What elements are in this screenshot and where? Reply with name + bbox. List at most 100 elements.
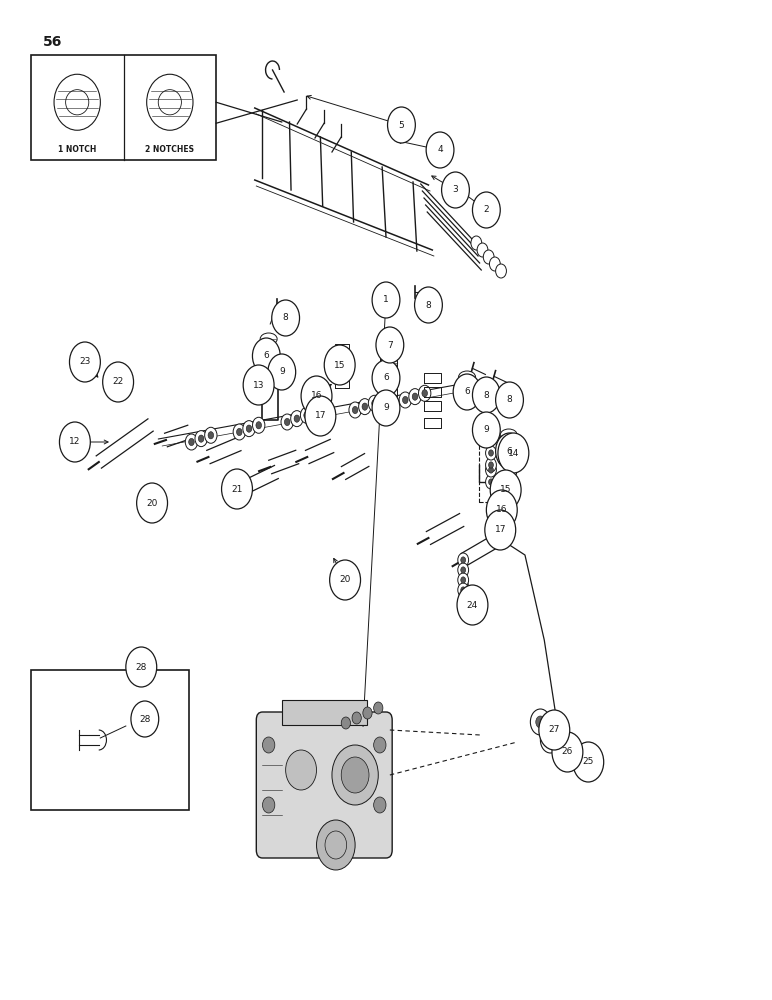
Circle shape — [268, 354, 296, 390]
Circle shape — [69, 342, 100, 382]
Circle shape — [262, 797, 275, 813]
Circle shape — [281, 414, 293, 430]
Circle shape — [362, 403, 367, 410]
Circle shape — [486, 458, 496, 472]
Text: 17: 17 — [315, 412, 326, 420]
Circle shape — [461, 587, 466, 593]
Circle shape — [131, 701, 159, 737]
Text: 16: 16 — [311, 391, 322, 400]
Circle shape — [539, 710, 570, 750]
Circle shape — [205, 427, 217, 443]
Text: 17: 17 — [495, 526, 506, 534]
Circle shape — [352, 406, 358, 414]
Circle shape — [426, 132, 454, 168]
Circle shape — [368, 395, 381, 411]
Text: 7: 7 — [387, 340, 393, 350]
Text: 2 NOTCHES: 2 NOTCHES — [145, 145, 195, 154]
Circle shape — [137, 483, 168, 523]
Text: 5: 5 — [398, 120, 405, 129]
Circle shape — [472, 192, 500, 228]
Bar — [31, 670, 189, 810]
Circle shape — [412, 393, 418, 400]
Text: 6: 6 — [464, 387, 470, 396]
Text: 9: 9 — [483, 426, 489, 434]
Circle shape — [461, 567, 466, 573]
Circle shape — [461, 557, 466, 563]
Circle shape — [402, 396, 408, 404]
Text: 24: 24 — [467, 600, 478, 609]
Circle shape — [374, 797, 386, 813]
Circle shape — [489, 257, 500, 271]
Circle shape — [262, 737, 275, 753]
Circle shape — [486, 446, 496, 460]
Circle shape — [188, 438, 195, 446]
Circle shape — [372, 360, 400, 396]
Text: 27: 27 — [549, 726, 560, 734]
Circle shape — [453, 374, 481, 410]
Circle shape — [530, 709, 550, 735]
Text: 8: 8 — [506, 395, 513, 404]
Text: 12: 12 — [69, 438, 80, 446]
Text: 15: 15 — [500, 486, 511, 494]
Circle shape — [324, 345, 355, 385]
Circle shape — [471, 236, 482, 250]
Circle shape — [496, 264, 506, 278]
Circle shape — [352, 712, 361, 724]
Circle shape — [349, 402, 361, 418]
Text: 20: 20 — [340, 576, 350, 584]
Circle shape — [208, 432, 214, 439]
Circle shape — [536, 716, 545, 728]
Text: 8: 8 — [283, 314, 289, 322]
Text: 26: 26 — [562, 748, 573, 756]
Circle shape — [399, 392, 411, 408]
Ellipse shape — [381, 357, 398, 369]
Circle shape — [252, 338, 280, 374]
Ellipse shape — [147, 74, 193, 130]
Circle shape — [472, 412, 500, 448]
Circle shape — [317, 820, 355, 870]
Text: 4: 4 — [437, 145, 443, 154]
Circle shape — [546, 734, 555, 746]
Text: 56: 56 — [42, 35, 62, 49]
Circle shape — [540, 727, 560, 753]
Circle shape — [477, 243, 488, 257]
Circle shape — [418, 385, 431, 401]
Text: 28: 28 — [139, 714, 151, 724]
Text: 1: 1 — [383, 296, 389, 304]
Circle shape — [486, 475, 496, 489]
Circle shape — [198, 435, 204, 442]
Circle shape — [555, 731, 564, 743]
Text: 20: 20 — [147, 498, 157, 508]
Circle shape — [472, 377, 500, 413]
Circle shape — [458, 583, 469, 597]
Circle shape — [372, 282, 400, 318]
Circle shape — [300, 407, 313, 423]
Bar — [479, 437, 516, 502]
Circle shape — [489, 462, 493, 468]
Circle shape — [483, 250, 494, 264]
Circle shape — [272, 300, 300, 336]
Circle shape — [286, 750, 317, 790]
Circle shape — [458, 563, 469, 577]
Circle shape — [489, 450, 493, 456]
Circle shape — [374, 737, 386, 753]
Circle shape — [294, 415, 300, 422]
Circle shape — [489, 467, 493, 473]
Text: 13: 13 — [253, 380, 264, 389]
Circle shape — [489, 479, 493, 485]
Circle shape — [252, 417, 265, 433]
Circle shape — [126, 647, 157, 687]
Ellipse shape — [66, 90, 89, 115]
Circle shape — [372, 400, 378, 407]
Text: 6: 6 — [506, 446, 513, 456]
Circle shape — [457, 585, 488, 625]
Ellipse shape — [158, 90, 181, 115]
Text: 25: 25 — [583, 758, 594, 766]
Circle shape — [550, 724, 570, 750]
Circle shape — [486, 490, 517, 530]
Text: 3: 3 — [452, 186, 459, 194]
Circle shape — [301, 376, 332, 416]
Circle shape — [59, 422, 90, 462]
Text: 9: 9 — [279, 367, 285, 376]
Text: 22: 22 — [113, 377, 124, 386]
